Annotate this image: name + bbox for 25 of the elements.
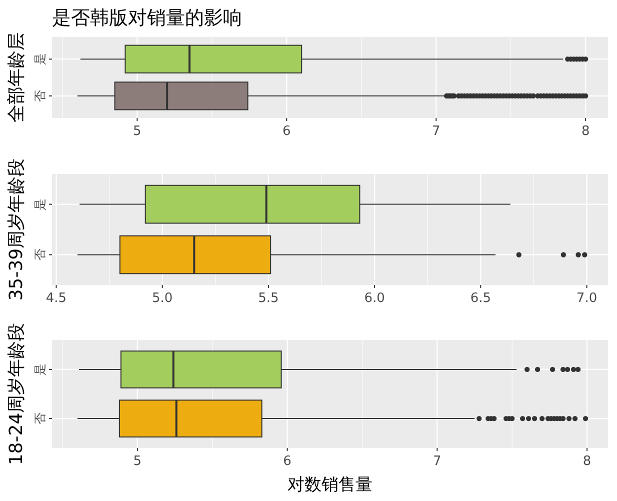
y-tick-label: 否 xyxy=(33,412,47,425)
x-tick-label: 4.5 xyxy=(46,291,67,306)
x-tick-label: 6.0 xyxy=(364,291,385,306)
x-tick-label: 6 xyxy=(282,124,291,139)
y-tick-label: 否 xyxy=(33,248,47,261)
x-tick-label: 8 xyxy=(581,124,590,139)
x-axis-title: 对数销售量 xyxy=(288,475,372,495)
x-tick-label: 6 xyxy=(283,454,292,469)
y-tick-label: 是 xyxy=(33,198,47,210)
x-tick-label: 8 xyxy=(582,454,592,469)
chart-title: 是否韩版对销量的影响 xyxy=(52,7,242,29)
y-axis-title: 全部年龄层 xyxy=(6,32,27,122)
x-tick-label: 5 xyxy=(133,124,142,139)
x-tick-label: 5.5 xyxy=(258,291,279,306)
y-axis-title: 35-39周岁年龄段 xyxy=(6,158,27,301)
y-tick-label: 是 xyxy=(33,363,47,376)
x-tick-label: 5.0 xyxy=(152,291,173,306)
x-tick-label: 5 xyxy=(133,454,142,469)
x-tick-label: 6.5 xyxy=(470,291,492,306)
y-axis-title: 18-24周岁年龄段 xyxy=(6,322,27,466)
x-tick-label: 7 xyxy=(433,454,442,469)
y-tick-label: 否 xyxy=(33,90,47,102)
x-tick-label: 7.0 xyxy=(576,291,598,306)
y-tick-label: 是 xyxy=(33,53,47,66)
x-tick-label: 7 xyxy=(432,124,440,139)
